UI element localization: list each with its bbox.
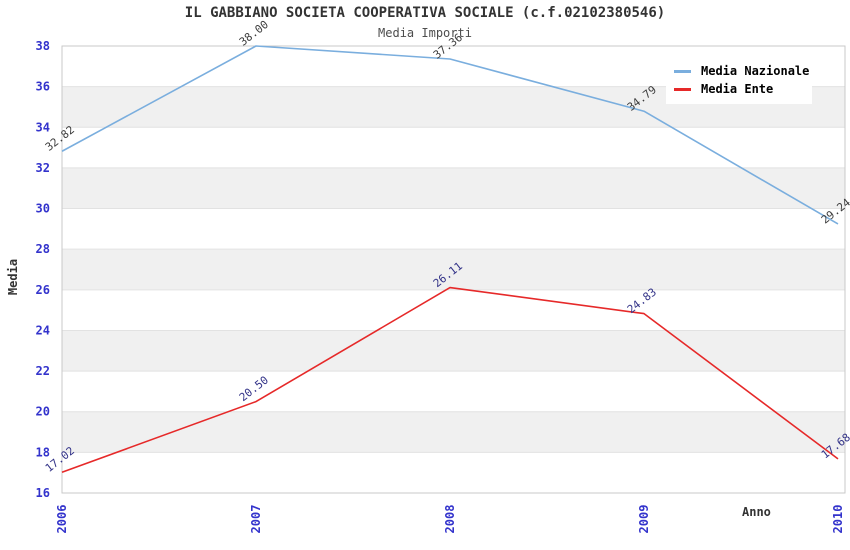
y-tick-label: 28 — [36, 242, 50, 256]
value-label-series-1: 20.50 — [237, 373, 271, 404]
y-tick-label: 34 — [36, 120, 50, 134]
chart-title: IL GABBIANO SOCIETA COOPERATIVA SOCIALE … — [184, 5, 666, 21]
y-tick-label: 36 — [36, 80, 50, 94]
y-tick-label: 32 — [36, 161, 50, 175]
y-tick-label: 18 — [36, 445, 50, 459]
legend-item-media-nazionale: Media Nazionale — [674, 62, 812, 80]
grid-band — [62, 249, 845, 290]
plot-border — [61, 45, 846, 494]
grid-band — [62, 330, 845, 372]
legend-item-media-ente: Media Ente — [674, 80, 812, 98]
grid-band — [62, 411, 845, 453]
y-tick-label: 22 — [36, 364, 50, 378]
legend-swatch-media-nazionale — [674, 69, 691, 73]
y-tick-label: 24 — [36, 323, 50, 337]
chart-subtitle: Media Importi — [378, 26, 472, 40]
y-tick-label: 30 — [36, 202, 50, 216]
x-tick-label: 2009 — [637, 505, 651, 534]
y-axis-title: Media — [6, 258, 20, 296]
y-tick-label: 38 — [36, 39, 50, 53]
x-tick-label: 2010 — [831, 505, 845, 534]
legend: Media Nazionale Media Ente — [666, 56, 812, 104]
series-line-0 — [61, 45, 839, 225]
x-tick-label: 2007 — [249, 505, 263, 534]
legend-swatch-media-ente — [674, 87, 691, 91]
y-tick-label: 20 — [36, 405, 50, 419]
grid-band — [62, 167, 845, 209]
legend-label-media-nazionale: Media Nazionale — [701, 64, 810, 78]
x-tick-label: 2008 — [443, 505, 457, 534]
legend-label-media-ente: Media Ente — [701, 82, 774, 96]
y-tick-label: 16 — [36, 486, 50, 500]
value-label-series-0: 38.00 — [237, 18, 271, 49]
x-axis-title: Anno — [742, 505, 771, 519]
series-line-1 — [61, 286, 839, 474]
x-tick-label: 2006 — [55, 505, 69, 534]
y-tick-label: 26 — [36, 283, 50, 297]
